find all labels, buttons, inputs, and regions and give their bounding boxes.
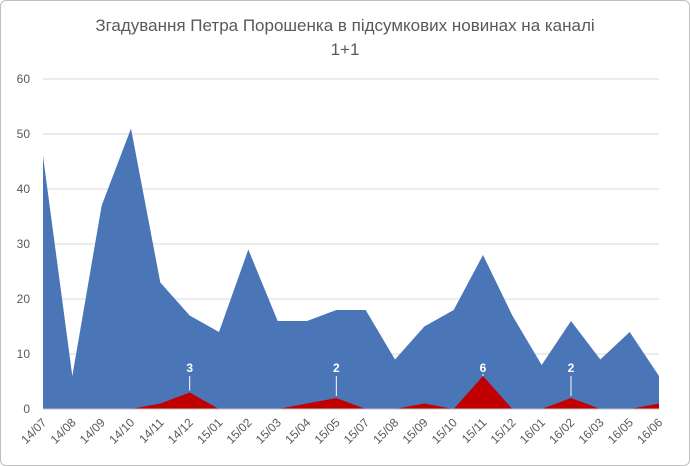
y-tick-label: 50 — [17, 127, 31, 141]
y-tick-label: 0 — [23, 402, 30, 416]
series-areas — [43, 128, 659, 409]
x-axis: 14/0714/0814/0914/1014/1114/1215/0115/02… — [18, 408, 666, 447]
y-tick-label: 60 — [17, 72, 31, 86]
x-tick-label: 15/03 — [253, 415, 284, 446]
y-tick-label: 30 — [17, 237, 31, 251]
x-tick-label: 15/10 — [429, 415, 460, 446]
x-tick-label: 15/01 — [194, 415, 225, 446]
x-tick-label: 16/05 — [605, 415, 636, 446]
chart-title: Згадування Петра Порошенка в підсумкових… — [0, 14, 690, 62]
x-tick-label: 15/04 — [282, 415, 313, 446]
data-label: 2 — [568, 361, 575, 375]
x-tick-label: 14/09 — [77, 415, 108, 446]
x-tick-label: 15/07 — [341, 415, 372, 446]
x-tick-label: 14/10 — [106, 415, 137, 446]
x-tick-label: 16/02 — [546, 415, 577, 446]
data-label: 3 — [186, 361, 193, 375]
x-tick-label: 15/12 — [488, 415, 519, 446]
chart-title-line1: Згадування Петра Порошенка в підсумкових… — [95, 16, 595, 35]
x-tick-label: 16/01 — [517, 415, 548, 446]
x-tick-label: 16/03 — [576, 415, 607, 446]
x-tick-label: 15/08 — [370, 415, 401, 446]
data-label: 6 — [480, 361, 487, 375]
x-tick-label: 14/12 — [165, 415, 196, 446]
y-tick-label: 20 — [17, 292, 31, 306]
series-area-2 — [43, 376, 659, 409]
chart-title-line2: 1+1 — [330, 40, 360, 59]
x-tick-label: 14/07 — [18, 415, 49, 446]
y-tick-label: 10 — [17, 347, 31, 361]
series-area-1 — [43, 128, 659, 409]
x-tick-label: 15/05 — [312, 415, 343, 446]
x-tick-label: 15/02 — [224, 415, 255, 446]
x-tick-label: 14/08 — [48, 415, 79, 446]
y-axis: 0 10 20 30 40 50 60 — [17, 72, 31, 416]
x-tick-label: 14/11 — [136, 415, 167, 446]
data-label: 2 — [333, 361, 340, 375]
x-tick-label: 16/06 — [634, 415, 665, 446]
y-tick-label: 40 — [17, 182, 31, 196]
data-labels: 3 2 6 2 — [186, 361, 575, 396]
x-tick-label: 15/11 — [459, 415, 490, 446]
x-tick-label: 15/09 — [400, 415, 431, 446]
